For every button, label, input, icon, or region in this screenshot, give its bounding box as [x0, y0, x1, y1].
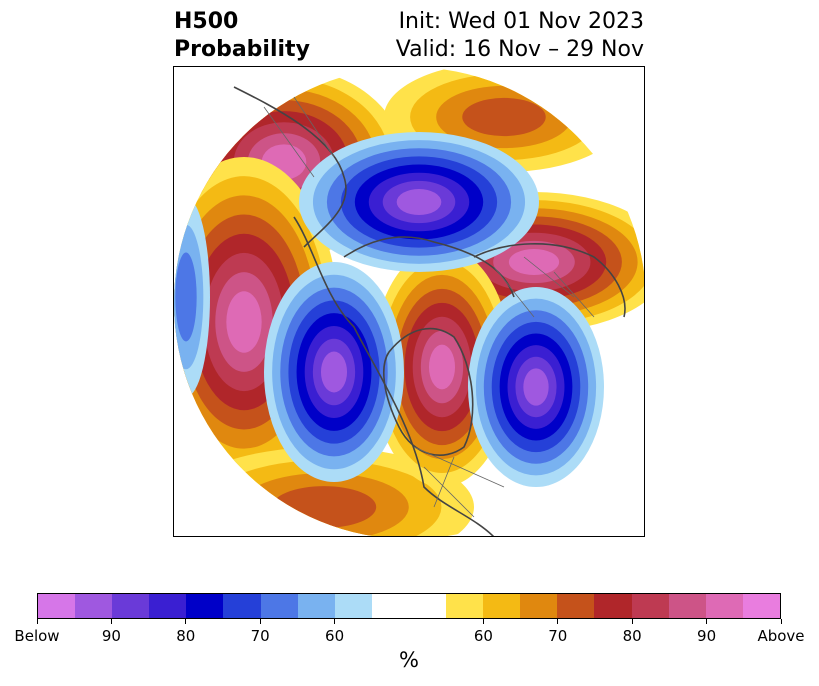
colorbar-tick-label: Below	[14, 627, 60, 645]
colorbar-tick-mark	[110, 619, 112, 624]
colorbar-tick-label: 90	[101, 627, 121, 645]
colorbar-tick-mark	[482, 619, 484, 624]
map-svg	[174, 67, 644, 536]
colorbar-tick-label: 60	[473, 627, 493, 645]
coastlines	[233, 86, 626, 536]
probability-contour-band	[226, 291, 262, 353]
colorbar-tick-mark	[557, 619, 559, 624]
chart-title-variable: H500 Probability	[174, 8, 310, 64]
coastline-europe	[473, 243, 626, 318]
probability-contour-band	[396, 188, 442, 216]
colorbar-segment	[557, 594, 595, 618]
coastline-greenland	[383, 327, 474, 456]
probability-map	[173, 66, 645, 537]
colorbar-segment	[223, 594, 261, 618]
probability-contour-band	[271, 486, 377, 528]
border-asia	[263, 96, 335, 178]
colorbar-unit-label: %	[399, 648, 419, 672]
colorbar-tick-label: 70	[548, 627, 568, 645]
colorbar-segment	[483, 594, 521, 618]
colorbar-tick-mark	[780, 619, 782, 624]
anomaly-above-center	[372, 247, 512, 487]
anomaly-below-north	[299, 132, 539, 272]
colorbar-tick-label: 80	[176, 627, 196, 645]
colorbar-segment	[594, 594, 632, 618]
probability-contour-band	[462, 97, 546, 137]
colorbar-segment	[408, 594, 447, 618]
probability-contour-band	[508, 248, 560, 276]
colorbar-segment	[186, 594, 224, 618]
colorbar-tick-label: 60	[325, 627, 345, 645]
colorbar-segment	[75, 594, 113, 618]
colorbar-tick-label: 90	[697, 627, 717, 645]
border-europe	[493, 256, 595, 318]
colorbar-segment	[371, 594, 409, 618]
colorbar-segment	[742, 594, 780, 618]
colorbar-segment	[631, 594, 669, 618]
title-line-probability: Probability	[174, 37, 310, 62]
title-line-h500: H500	[174, 9, 239, 34]
colorbar-tick-label: Above	[757, 627, 805, 645]
colorbar-tick-mark	[36, 619, 38, 624]
probability-field	[174, 67, 644, 536]
chart-title-dates: Init: Wed 01 Nov 2023 Valid: 16 Nov – 29…	[396, 8, 644, 64]
colorbar	[37, 593, 781, 619]
borders	[263, 96, 595, 518]
colorbar-tick-mark	[706, 619, 708, 624]
colorbar-tick-mark	[259, 619, 261, 624]
colorbar-tick-label: 70	[250, 627, 270, 645]
colorbar-segment	[260, 594, 298, 618]
coastline-asia	[233, 86, 347, 248]
anomaly-below-southwest	[264, 262, 404, 482]
colorbar-segment	[705, 594, 743, 618]
coastline-north-america	[293, 216, 495, 536]
colorbar-tick-mark	[631, 619, 633, 624]
colorbar-segment	[668, 594, 706, 618]
probability-contour-band	[428, 344, 456, 390]
border-us-canada	[413, 446, 505, 518]
colorbar-tick-mark	[334, 619, 336, 624]
colorbar-segment	[297, 594, 335, 618]
probability-contour-band	[523, 368, 549, 406]
colorbar-segment	[38, 594, 76, 618]
colorbar-segment	[334, 594, 372, 618]
colorbar-segment	[149, 594, 187, 618]
anomaly-below-southeast	[468, 287, 604, 487]
colorbar-segment	[112, 594, 150, 618]
init-date-label: Init: Wed 01 Nov 2023	[398, 9, 644, 34]
probability-contour-band	[320, 351, 348, 393]
valid-range-label: Valid: 16 Nov – 29 Nov	[395, 37, 644, 62]
probability-contour-band	[175, 252, 197, 342]
colorbar-segment	[446, 594, 484, 618]
colorbar-segment	[520, 594, 558, 618]
colorbar-tick-mark	[185, 619, 187, 624]
colorbar-tick-label: 80	[622, 627, 642, 645]
